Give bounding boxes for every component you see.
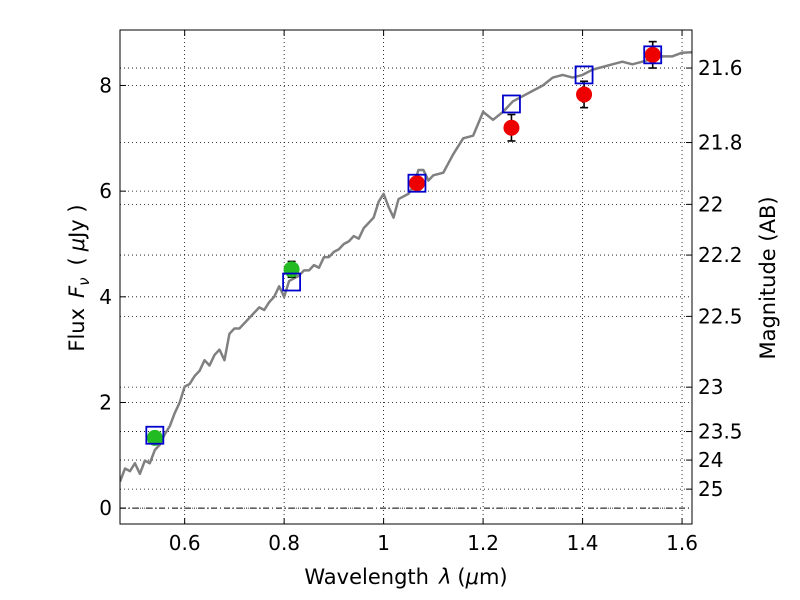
marks (145, 40, 663, 446)
y2-tick-label: 23 (698, 375, 723, 399)
y-tick-label: 0 (99, 496, 112, 520)
model-square (574, 65, 594, 85)
y-axis-label-symbol: F (65, 285, 89, 298)
data-point (408, 175, 425, 192)
y-axis-label-text: Flux (65, 308, 89, 352)
data-point (283, 261, 300, 278)
model-square (145, 425, 165, 445)
x-tick-label: 0.8 (268, 531, 300, 555)
x-axis-label: Wavelength λ (μm) (304, 565, 507, 589)
data-point (576, 86, 593, 103)
data-point (146, 429, 163, 446)
y-axis-label-unit-rest: Jy ) (65, 204, 89, 240)
y2-tick-label: 22 (698, 192, 723, 216)
x-axis-label-unit-open: ( (457, 565, 465, 589)
y-axis-label-unit-open: ( (65, 257, 89, 265)
x-axis-label-unit-rest: m) (479, 565, 508, 589)
y-axis-label-unit-mu: μ (65, 238, 89, 252)
y-axis-label-subscript: ν (75, 277, 93, 285)
y-axis-label: Flux Fν ( μJy ) (65, 204, 93, 351)
x-tick-label: 0.6 (169, 531, 201, 555)
x-axis-label-text: Wavelength (304, 565, 429, 589)
y2-tick-label: 21.6 (698, 56, 743, 80)
y2-axis-label: Magnitude (AB) (756, 196, 780, 359)
y2-tick-label: 24 (698, 448, 723, 472)
y-tick-label: 2 (99, 390, 112, 414)
y2-tick-label: 23.5 (698, 420, 743, 444)
y2-tick-label: 22.5 (698, 304, 743, 328)
grid (120, 30, 692, 524)
x-axis-label-symbol: λ (438, 565, 451, 589)
model-square (502, 94, 521, 114)
plot-frame (119, 29, 693, 525)
model-square (282, 272, 302, 292)
x-tick-label: 1.2 (467, 531, 499, 555)
data-point (644, 46, 661, 63)
y2-tick-label: 25 (698, 477, 723, 501)
model-square (407, 173, 427, 193)
y-tick-label: 6 (99, 179, 112, 203)
data-point (503, 119, 520, 136)
x-tick-label: 1.6 (666, 531, 698, 555)
x-axis-label-unit-mu: μ (465, 565, 479, 589)
x-tick-label: 1.4 (567, 531, 599, 555)
y2-tick-label: 21.8 (698, 131, 743, 155)
y-tick-label: 8 (99, 73, 112, 97)
model-square (643, 45, 663, 65)
ticks: 0.6 0.8 1 1.2 1.4 1.60246821.621.82222.222.52… (99, 30, 743, 555)
model-spectrum-line (120, 50, 692, 483)
y2-tick-label: 22.2 (698, 243, 743, 267)
x-tick-label: 1 (377, 531, 390, 555)
y-tick-label: 4 (99, 285, 112, 309)
